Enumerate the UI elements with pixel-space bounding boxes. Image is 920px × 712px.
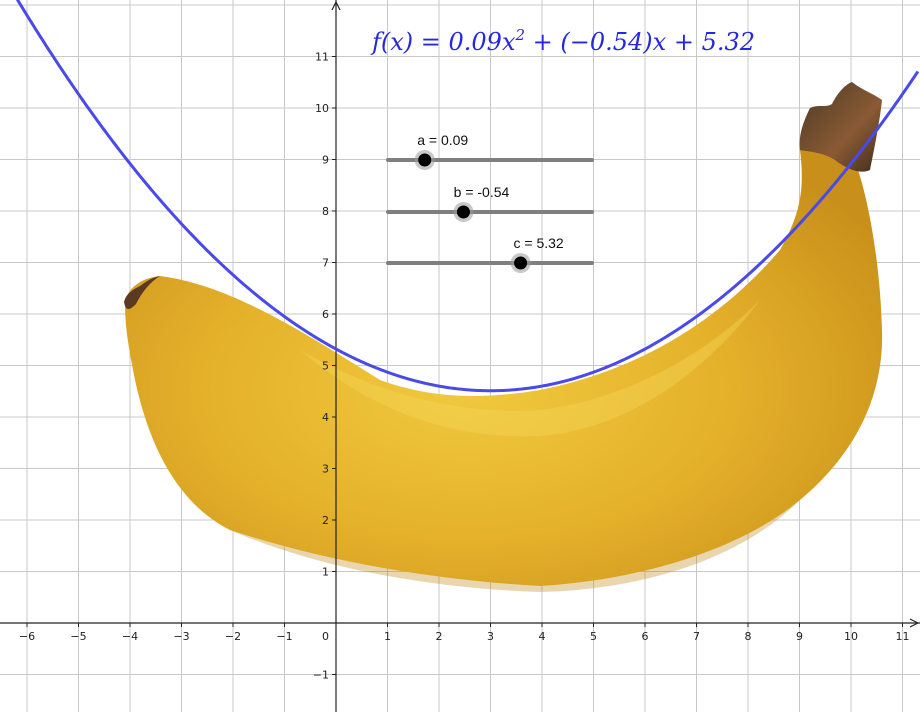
slider-label: b = -0.54 (454, 184, 510, 200)
y-tick-label: 10 (315, 102, 329, 115)
y-tick-label: 7 (322, 257, 329, 270)
function-curve-group[interactable] (1, 0, 920, 393)
slider-c[interactable]: c = 5.32 (386, 235, 594, 273)
slider-b[interactable]: b = -0.54 (386, 184, 594, 222)
x-tick-label: −1 (276, 630, 292, 643)
svg-text:f(x) = 0.09x2 + (−0.54)x + 5.3: f(x) = 0.09x2 + (−0.54)x + 5.32 (370, 26, 755, 56)
y-tick-label: 2 (322, 514, 329, 527)
x-tick-label: 4 (539, 630, 546, 643)
y-tick-label: 8 (322, 205, 329, 218)
slider-knob[interactable] (418, 153, 432, 167)
y-tick-label: 11 (315, 51, 329, 64)
x-tick-label: −2 (225, 630, 241, 643)
equation-lhs: f(x) = 0.09x (370, 28, 516, 56)
x-tick-label: −6 (19, 630, 35, 643)
banana-highlight (300, 300, 760, 437)
slider-knob[interactable] (456, 205, 470, 219)
x-tick-label: 8 (745, 630, 752, 643)
x-tick-label: −5 (70, 630, 86, 643)
banana-shadow (230, 500, 800, 592)
equation-label[interactable]: f(x) = 0.09x2 + (−0.54)x + 5.32 (370, 26, 755, 56)
slider-a[interactable]: a = 0.09 (386, 132, 594, 170)
y-tick-label: −1 (313, 669, 329, 682)
function-curve[interactable] (1, 0, 920, 393)
slider-knob[interactable] (514, 256, 528, 270)
equation-rhs: + (−0.54)x + 5.32 (525, 28, 755, 56)
y-tick-label: 9 (322, 154, 329, 167)
y-tick-label: 5 (322, 360, 329, 373)
y-tick-label: 3 (322, 463, 329, 476)
x-tick-label: 6 (642, 630, 649, 643)
x-tick-label: 5 (590, 630, 597, 643)
x-tick-label: 2 (436, 630, 443, 643)
y-axis-arrow (331, 1, 341, 11)
banana-body (125, 148, 883, 586)
x-tick-label: 10 (844, 630, 858, 643)
equation-exponent: 2 (514, 26, 525, 44)
sliders[interactable]: a = 0.09 b = -0.54 c = 5.32 (386, 132, 594, 273)
x-tick-label: 7 (693, 630, 700, 643)
origin-label: 0 (322, 630, 329, 643)
banana-tip (124, 276, 160, 309)
x-axis-arrow (909, 618, 919, 628)
y-tick-label: 1 (322, 566, 329, 579)
x-tick-label: 1 (384, 630, 391, 643)
x-tick-label: −3 (173, 630, 189, 643)
x-tick-label: 9 (796, 630, 803, 643)
y-tick-label: 6 (322, 308, 329, 321)
x-tick-label: −4 (122, 630, 138, 643)
x-tick-label: 11 (896, 630, 910, 643)
y-tick-label: 4 (322, 411, 329, 424)
slider-label: a = 0.09 (417, 132, 468, 148)
slider-label: c = 5.32 (513, 235, 563, 251)
x-tick-label: 3 (487, 630, 494, 643)
